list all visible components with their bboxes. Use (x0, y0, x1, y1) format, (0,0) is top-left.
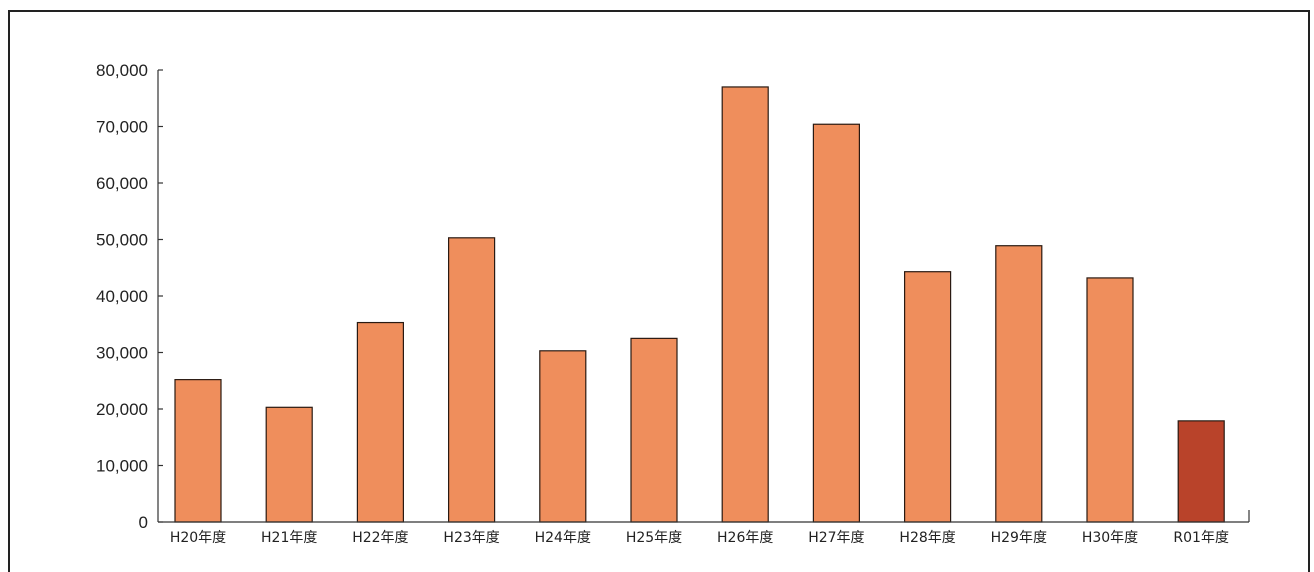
bar (356, 321, 404, 523)
x-tick-label: R01年度 (1173, 530, 1229, 546)
y-tick-label: 20,000 (96, 400, 148, 419)
y-tick-label: 30,000 (96, 344, 148, 363)
y-tick-label: 60,000 (96, 174, 148, 193)
bar (812, 123, 861, 523)
x-axis: H20年度 H21年度 H22年度 H23年度 H24年度 H25年度 H26年度 H27年度… (158, 510, 1250, 546)
chart-frame (8, 10, 1310, 572)
y-axis: 0 10,000 20,000 30,000 40,000 50,000 60,000 70,… (96, 61, 163, 532)
bar (1086, 277, 1134, 523)
bar (539, 350, 587, 523)
bar (1177, 420, 1225, 523)
x-tick-label: H30年度 (1082, 530, 1138, 546)
y-tick-label: 10,000 (96, 457, 148, 476)
x-tick-label: H24年度 (535, 530, 591, 546)
x-tick-label: H26年度 (717, 530, 773, 546)
bar (903, 271, 952, 523)
y-tick-label: 40,000 (96, 287, 148, 306)
x-tick-label: H29年度 (991, 530, 1047, 546)
x-tick-label: H22年度 (352, 530, 408, 546)
x-tick-label: H27年度 (808, 530, 864, 546)
x-tick-label: H23年度 (443, 530, 499, 546)
y-tick-label: 0 (139, 513, 148, 532)
bar (995, 245, 1043, 523)
y-tick-label: 50,000 (96, 231, 148, 250)
bar (448, 237, 496, 523)
bar (630, 337, 678, 523)
bar (721, 86, 769, 523)
y-tick-label: 80,000 (96, 61, 148, 80)
bars (174, 86, 1225, 523)
bar (265, 406, 313, 523)
x-tick-label: H20年度 (170, 530, 226, 546)
x-tick-label: H25年度 (626, 530, 682, 546)
x-tick-label: H28年度 (899, 530, 955, 546)
y-tick-label: 70,000 (96, 118, 148, 137)
x-tick-label: H21年度 (261, 530, 317, 546)
bar (174, 379, 222, 523)
